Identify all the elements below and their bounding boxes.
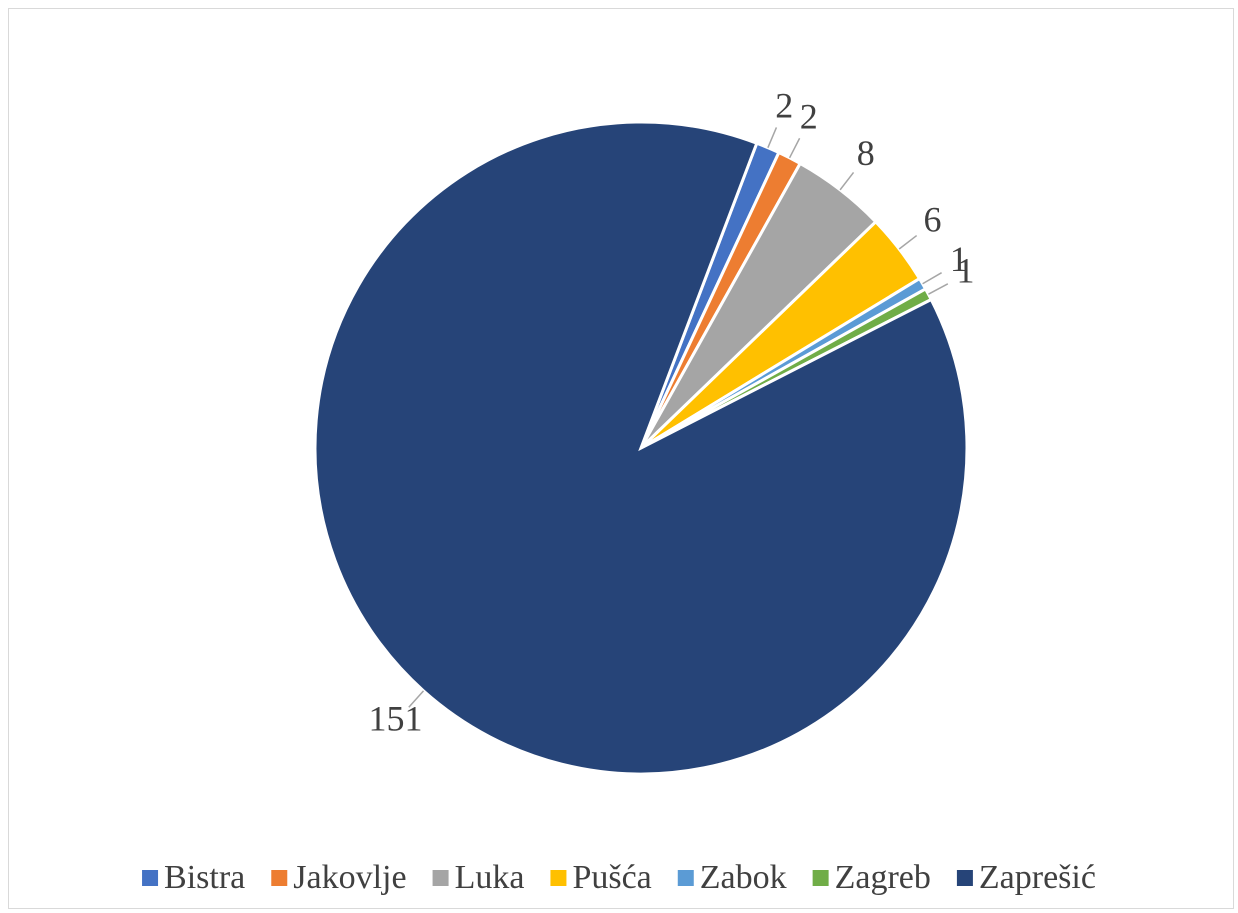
data-label: 1 <box>950 239 968 279</box>
legend-swatch <box>271 870 288 886</box>
legend-label: Pušća <box>572 859 651 896</box>
data-label: 1 <box>956 251 974 291</box>
pie-slice <box>313 120 969 776</box>
leader-line <box>898 234 918 250</box>
legend-label: Zabok <box>700 859 787 896</box>
data-label: 151 <box>368 698 422 738</box>
data-label: 2 <box>800 97 818 137</box>
leader-line <box>408 690 425 708</box>
leader-line <box>839 171 855 191</box>
legend-swatch <box>812 870 829 886</box>
legend-swatch <box>550 870 567 886</box>
leader-line <box>922 272 942 285</box>
legend-swatch <box>432 870 449 886</box>
legend-swatch <box>142 870 159 886</box>
legend-label: Jakovlje <box>293 859 406 896</box>
data-label: 8 <box>857 133 875 173</box>
legend-label: Zaprešić <box>979 859 1096 896</box>
data-label: 6 <box>923 200 941 240</box>
leader-line <box>788 137 801 159</box>
legend-label: Zagreb <box>835 859 931 896</box>
legend-label: Bistra <box>164 859 245 896</box>
leader-line <box>928 283 949 295</box>
legend-swatch <box>956 870 973 886</box>
data-label: 2 <box>775 85 793 125</box>
legend-swatch <box>677 870 694 886</box>
leader-line <box>767 127 778 148</box>
legend-label: Luka <box>455 859 525 896</box>
